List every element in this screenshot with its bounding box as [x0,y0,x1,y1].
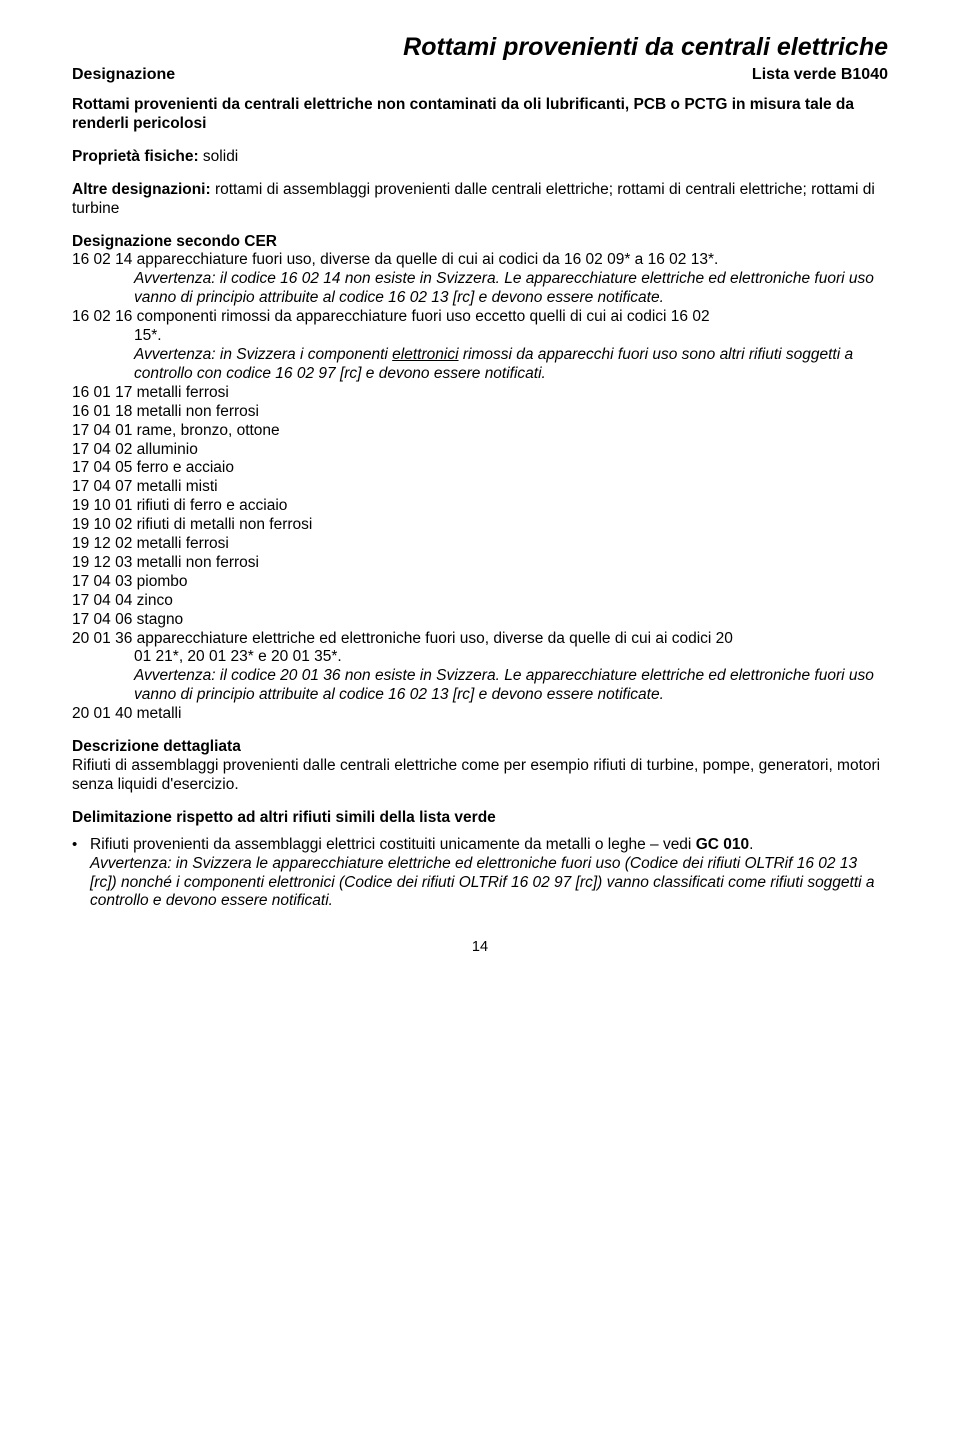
cer-line: 19 10 02 rifiuti di metalli non ferrosi [72,516,888,535]
bullet-text-bold: GC 010 [696,836,749,853]
cer-note: Avvertenza: il codice 16 02 14 non esist… [72,270,888,308]
bullet-text-pre: Rifiuti provenienti da assemblaggi elett… [90,836,696,853]
bullet-text-post: . [749,836,753,853]
cer-note: Avvertenza: in Svizzera i componenti ele… [72,346,888,384]
cer-line: 17 04 04 zinco [72,592,888,611]
cer-line: 17 04 01 rame, bronzo, ottone [72,422,888,441]
cer-line: 16 02 14 apparecchiature fuori uso, dive… [72,251,888,270]
cer-line: 17 04 06 stagno [72,611,888,630]
descrizione-body: Rifiuti di assemblaggi provenienti dalle… [72,757,888,795]
cer-note: Avvertenza: il codice 20 01 36 non esist… [72,667,888,705]
cer-line: 17 04 02 alluminio [72,441,888,460]
page-number: 14 [72,939,888,957]
cer-line: 17 04 03 piombo [72,573,888,592]
delimitazione-note: Avvertenza: in Svizzera le apparecchiatu… [72,855,888,912]
cer-line: 19 12 03 metalli non ferrosi [72,554,888,573]
proprieta-fisiche-label: Proprietà fisiche: [72,148,199,165]
cer-line: 19 12 02 metalli ferrosi [72,535,888,554]
cer-line: 19 10 01 rifiuti di ferro e acciaio [72,497,888,516]
cer-line: 16 02 16 componenti rimossi da apparecch… [72,308,888,327]
designazione-label: Designazione [72,65,175,85]
cer-line-wrap: 01 21*, 20 01 23* e 20 01 35*. [72,648,888,667]
cer-line: 16 01 18 metalli non ferrosi [72,403,888,422]
descrizione-block: Descrizione dettagliata Rifiuti di assem… [72,738,888,795]
delimitazione-list: Rifiuti provenienti da assemblaggi elett… [72,836,888,855]
page-title: Rottami provenienti da centrali elettric… [403,32,888,63]
cer-line: 16 01 17 metalli ferrosi [72,384,888,403]
cer-line: 20 01 36 apparecchiature elettriche ed e… [72,630,888,649]
lead-paragraph: Rottami provenienti da centrali elettric… [72,96,888,134]
cer-note-underline: elettronici [392,346,458,363]
proprieta-fisiche-value: solidi [199,148,239,165]
cer-line-wrap: 15*. [72,327,888,346]
lista-verde-code: Lista verde B1040 [752,65,888,85]
cer-header: Designazione secondo CER [72,233,888,252]
cer-line: 17 04 07 metalli misti [72,478,888,497]
altre-designazioni: Altre designazioni: rottami di assemblag… [72,181,888,219]
cer-note-pre: Avvertenza: in Svizzera i componenti [134,346,392,363]
descrizione-header: Descrizione dettagliata [72,738,888,757]
cer-simple-list: 16 01 17 metalli ferrosi16 01 18 metalli… [72,384,888,630]
cer-line: 17 04 05 ferro e acciaio [72,459,888,478]
cer-line: 20 01 40 metalli [72,705,888,724]
cer-block: Designazione secondo CER 16 02 14 appare… [72,233,888,725]
proprieta-fisiche: Proprietà fisiche: solidi [72,148,888,167]
list-item: Rifiuti provenienti da assemblaggi elett… [72,836,888,855]
delimitazione-header: Delimitazione rispetto ad altri rifiuti … [72,809,888,828]
altre-designazioni-label: Altre designazioni: [72,181,211,198]
